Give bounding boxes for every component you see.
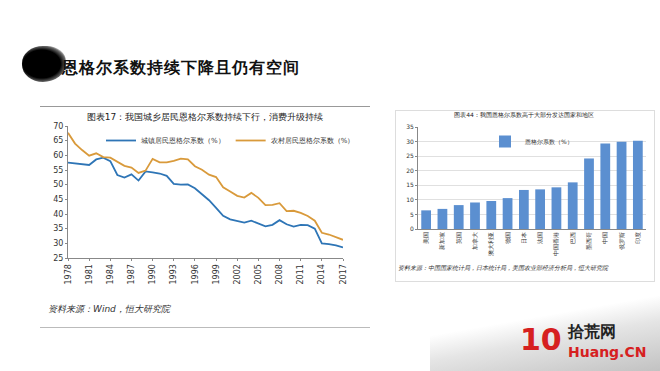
svg-text:图表44：我国恩格尔系数高于大部分发达国家和地区: 图表44：我国恩格尔系数高于大部分发达国家和地区 (454, 111, 594, 118)
svg-text:30: 30 (53, 239, 63, 248)
html-text:资料来源：中国国家统计局，日本统计局，美国农业部经济分析局，: 资料来源：中国国家统计局，日本统计局，美国农业部经济分析局，恒大研究院 (398, 264, 608, 271)
svg-text:新加坡: 新加坡 (438, 232, 445, 250)
svg-text:25: 25 (406, 152, 414, 159)
svg-text:1987: 1987 (127, 264, 136, 284)
svg-text:15: 15 (406, 181, 414, 188)
svg-text:1978: 1978 (64, 264, 73, 284)
svg-text:印度: 印度 (634, 232, 641, 244)
html-text:资料来源：Wind，恒大研究院: 资料来源：Wind，恒大研究院 (48, 304, 170, 314)
svg-text:恩格尔系数（%）: 恩格尔系数（%） (524, 138, 573, 146)
svg-text:10: 10 (406, 196, 414, 203)
html-text:10 拾荒网: 10 拾荒网 (520, 322, 616, 357)
svg-text:5: 5 (410, 211, 414, 218)
svg-text:图表17：我国城乡居民恩格尔系数持续下行，消费升级持续: 图表17：我国城乡居民恩格尔系数持续下行，消费升级持续 (87, 112, 323, 122)
svg-text:2014: 2014 (317, 264, 326, 284)
svg-text:1996: 1996 (191, 264, 200, 284)
svg-text:70: 70 (53, 122, 63, 131)
svg-text:城镇居民恩格尔系数（%）: 城镇居民恩格尔系数（%） (140, 137, 225, 145)
svg-text:2008: 2008 (275, 264, 284, 284)
svg-text:2002: 2002 (233, 264, 242, 284)
svg-text:巴西: 巴西 (569, 232, 576, 244)
svg-text:2011: 2011 (296, 264, 305, 284)
svg-text:35: 35 (53, 224, 63, 233)
svg-text:中国: 中国 (601, 232, 608, 244)
svg-text:20: 20 (406, 167, 414, 174)
svg-text:2017: 2017 (339, 264, 348, 284)
svg-text:45: 45 (53, 195, 63, 204)
svg-text:1981: 1981 (85, 264, 94, 284)
svg-text:墨西哥: 墨西哥 (585, 232, 592, 250)
svg-text:农村居民恩格尔系数（%）: 农村居民恩格尔系数（%） (271, 137, 355, 145)
svg-text:1999: 1999 (212, 264, 221, 284)
html-text:恩格尔系数持续下降且仍有空间: 恩格尔系数持续下降且仍有空间 (62, 58, 300, 77)
svg-text:2005: 2005 (254, 264, 263, 284)
svg-text:俄罗斯: 俄罗斯 (618, 232, 625, 250)
svg-text:中国香港: 中国香港 (552, 232, 559, 256)
svg-text:加拿大: 加拿大 (471, 232, 478, 250)
svg-text:日本: 日本 (520, 232, 527, 244)
svg-text:0: 0 (410, 225, 414, 232)
svg-text:25: 25 (53, 254, 63, 263)
svg-text:德国: 德国 (504, 232, 511, 244)
svg-text:1990: 1990 (148, 264, 157, 284)
svg-text:英国: 英国 (455, 232, 462, 244)
svg-text:55: 55 (53, 166, 63, 175)
svg-text:1984: 1984 (106, 264, 115, 284)
html-text:Huang.CN: Huang.CN (568, 344, 647, 360)
svg-text:法国: 法国 (536, 232, 543, 244)
svg-text:40: 40 (53, 210, 63, 219)
svg-text:60: 60 (53, 151, 63, 160)
svg-text:澳大利亚: 澳大利亚 (487, 232, 494, 256)
svg-text:65: 65 (53, 136, 63, 145)
svg-text:35: 35 (406, 123, 414, 130)
svg-text:50: 50 (53, 180, 63, 189)
svg-text:美国: 美国 (422, 232, 429, 244)
svg-text:30: 30 (406, 138, 414, 145)
svg-text:1993: 1993 (169, 264, 178, 284)
